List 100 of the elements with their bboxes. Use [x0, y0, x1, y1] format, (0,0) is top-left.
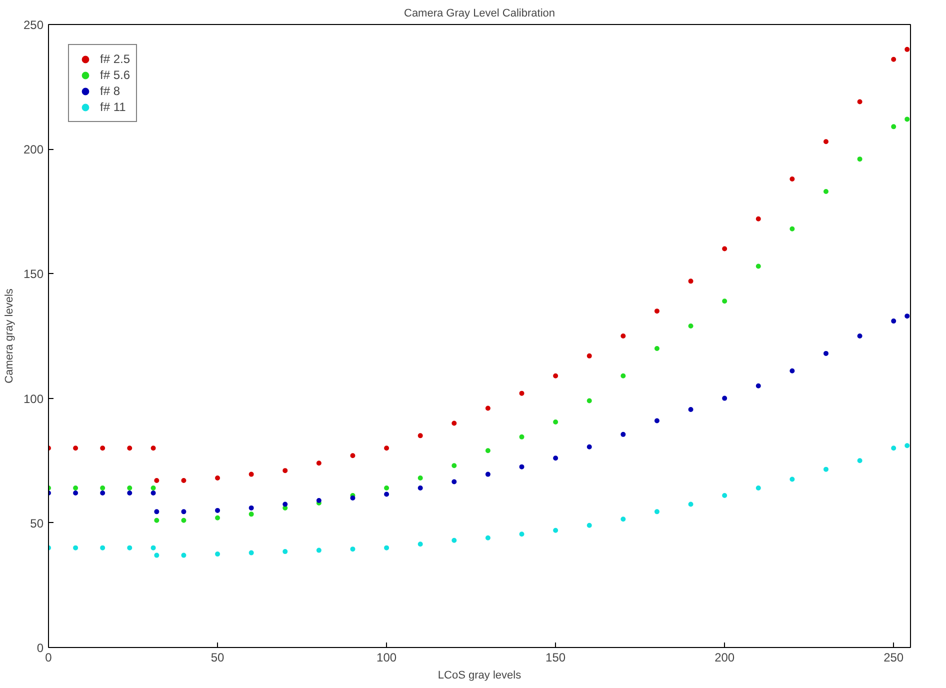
legend-label: f# 11	[100, 99, 126, 115]
point	[586, 444, 592, 450]
point	[181, 518, 186, 523]
point	[722, 396, 728, 401]
point	[100, 545, 106, 550]
point	[485, 448, 490, 454]
point	[586, 522, 592, 528]
point	[688, 324, 694, 329]
x-tick-label: 250	[884, 650, 904, 664]
y-tick-label: 0	[36, 641, 44, 655]
x-tick-label: 0	[45, 650, 52, 664]
point	[127, 486, 132, 491]
point	[553, 528, 558, 533]
point	[384, 446, 390, 451]
point	[891, 446, 896, 451]
point	[586, 353, 592, 358]
point	[654, 308, 660, 314]
point	[553, 456, 558, 461]
point	[904, 443, 910, 448]
point	[857, 99, 862, 104]
point	[384, 545, 390, 550]
point	[73, 490, 78, 496]
point	[181, 478, 186, 484]
point	[154, 552, 160, 558]
point	[150, 490, 156, 496]
point	[73, 446, 78, 451]
x-axis-title: LCoS gray levels	[438, 670, 522, 682]
point	[485, 472, 490, 477]
point	[904, 314, 910, 319]
point	[722, 492, 728, 498]
point	[452, 463, 457, 468]
point	[154, 518, 160, 523]
point	[891, 124, 896, 130]
point	[248, 550, 254, 556]
point	[384, 486, 390, 491]
point	[316, 498, 322, 503]
point	[452, 420, 457, 426]
point	[756, 383, 761, 388]
point	[350, 453, 356, 458]
point	[790, 368, 795, 374]
point	[127, 446, 132, 451]
point	[215, 508, 220, 513]
point	[722, 298, 728, 304]
y-tick-label: 50	[30, 516, 44, 530]
point	[215, 476, 220, 481]
point	[823, 188, 828, 194]
point	[823, 466, 828, 472]
point	[620, 516, 626, 522]
point	[519, 434, 524, 440]
point	[790, 476, 795, 482]
point	[215, 552, 220, 557]
y-tick-label: 200	[23, 142, 44, 157]
point	[688, 278, 694, 284]
point	[452, 538, 457, 543]
point	[620, 373, 626, 378]
point	[73, 545, 78, 550]
point	[857, 458, 862, 464]
point	[150, 486, 156, 491]
x-tick-label: 200	[714, 650, 735, 664]
point	[654, 346, 660, 351]
point	[654, 509, 660, 514]
point	[553, 373, 558, 378]
y-tick-label: 150	[23, 267, 44, 282]
point	[891, 56, 896, 62]
point	[904, 116, 910, 122]
point	[790, 176, 795, 182]
point	[282, 502, 288, 507]
point	[418, 486, 423, 491]
point	[586, 398, 592, 404]
point	[857, 334, 862, 338]
point	[282, 468, 288, 474]
point	[350, 495, 356, 500]
point	[756, 264, 761, 269]
legend-label: f# 8	[100, 83, 120, 99]
point	[756, 486, 761, 491]
point	[100, 490, 106, 496]
legend-label: f# 2.5	[100, 51, 130, 67]
point	[418, 542, 423, 547]
point	[452, 479, 457, 484]
point	[823, 139, 828, 144]
point	[154, 509, 160, 514]
point	[100, 486, 106, 491]
point	[620, 334, 626, 338]
point	[248, 505, 254, 510]
point	[150, 446, 156, 451]
point	[823, 350, 828, 356]
point	[248, 472, 254, 477]
x-tick-label: 150	[546, 650, 566, 664]
point	[350, 546, 356, 552]
point	[756, 216, 761, 222]
point	[519, 532, 524, 537]
point	[891, 318, 896, 324]
y-axis-title: Camera gray levels	[3, 288, 16, 384]
point	[418, 433, 423, 438]
y-tick-label: 100	[23, 392, 44, 406]
point	[100, 446, 106, 451]
point	[485, 535, 490, 540]
point	[722, 246, 728, 252]
x-tick-label: 50	[210, 650, 225, 664]
point	[418, 476, 423, 481]
